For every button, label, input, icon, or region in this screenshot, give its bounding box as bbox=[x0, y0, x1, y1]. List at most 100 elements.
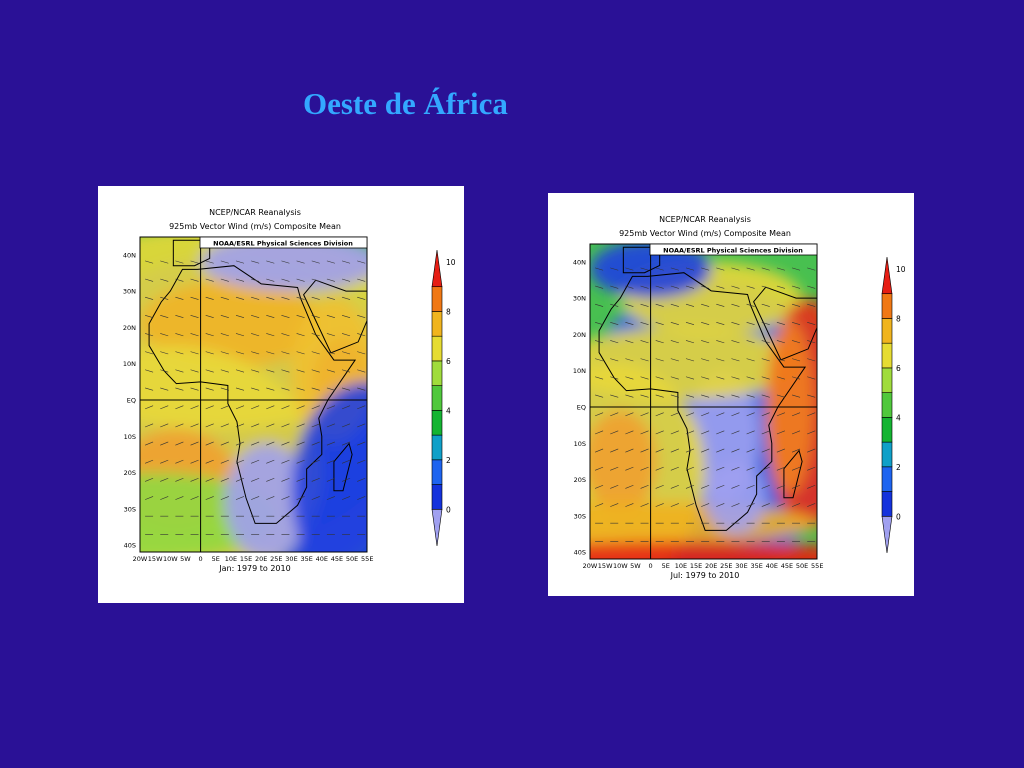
wind-vector bbox=[296, 459, 305, 464]
wind-vector bbox=[685, 412, 695, 417]
wind-vector bbox=[807, 412, 816, 417]
wind-vector bbox=[731, 285, 740, 289]
wind-vector bbox=[685, 358, 695, 362]
wind-vector bbox=[594, 412, 604, 417]
wind-vector bbox=[625, 466, 634, 471]
wind-vector bbox=[311, 333, 320, 337]
wind-vector bbox=[685, 285, 695, 289]
wind-vector bbox=[205, 278, 214, 282]
wind-vector bbox=[190, 387, 199, 391]
wind-vector bbox=[296, 260, 305, 264]
wind-vector bbox=[746, 340, 755, 344]
wind-vector bbox=[625, 448, 634, 453]
longitude-label: 40E bbox=[316, 555, 328, 563]
wind-vector bbox=[640, 448, 649, 453]
colorbar-segment bbox=[881, 441, 893, 468]
wind-vector bbox=[326, 477, 336, 482]
wind-vector bbox=[594, 430, 604, 435]
latitude-label: 30N bbox=[123, 288, 136, 296]
longitude-label: 10W bbox=[163, 555, 178, 563]
wind-vector bbox=[160, 278, 169, 282]
wind-vector bbox=[701, 285, 710, 289]
wind-speed-area bbox=[705, 461, 766, 535]
longitude-label: 40E bbox=[766, 562, 778, 570]
wind-vector bbox=[205, 333, 214, 337]
wind-vector bbox=[791, 484, 801, 489]
wind-vector bbox=[220, 387, 229, 391]
wind-vector bbox=[746, 376, 755, 380]
wind-vector bbox=[595, 285, 604, 289]
wind-field bbox=[140, 237, 367, 552]
wind-vector bbox=[716, 358, 725, 362]
wind-vector bbox=[625, 376, 634, 380]
wind-vector bbox=[281, 405, 290, 410]
wind-vector bbox=[791, 358, 801, 362]
wind-vector bbox=[655, 303, 664, 307]
wind-vector bbox=[716, 376, 725, 380]
colorbar-segment bbox=[881, 417, 893, 443]
wind-vector bbox=[190, 496, 199, 500]
wind-vector bbox=[145, 315, 154, 318]
wind-vector bbox=[251, 296, 260, 300]
wind-vector bbox=[791, 340, 801, 344]
wind-vector bbox=[266, 333, 275, 337]
wind-vector bbox=[144, 459, 154, 464]
wind-vector bbox=[610, 412, 619, 417]
wind-vector bbox=[205, 405, 214, 410]
wind-vector bbox=[175, 423, 184, 428]
wind-vector bbox=[701, 430, 710, 435]
wind-vector bbox=[251, 441, 260, 446]
wind-vector bbox=[610, 448, 619, 453]
wind-vector bbox=[594, 466, 604, 471]
map-panel: NCEP/NCAR Reanalysis 925mb Vector Wind (m… bbox=[98, 186, 464, 603]
wind-vector bbox=[341, 369, 351, 373]
wind-vector bbox=[807, 376, 816, 380]
wind-vector bbox=[685, 376, 695, 380]
wind-vector bbox=[776, 448, 786, 453]
longitude-label: 0 bbox=[199, 555, 203, 563]
wind-vector bbox=[761, 322, 770, 325]
wind-vector bbox=[357, 369, 366, 373]
latitude-label: 20N bbox=[573, 331, 586, 339]
map-header: 925mb Vector Wind (m/s) Composite Mean bbox=[619, 229, 791, 238]
wind-vector bbox=[610, 340, 619, 344]
wind-vector bbox=[655, 448, 664, 453]
wind-vector bbox=[281, 477, 290, 482]
longitude-label: 45E bbox=[331, 555, 343, 563]
wind-vector bbox=[610, 267, 619, 271]
wind-vector bbox=[220, 278, 229, 282]
wind-vector bbox=[190, 477, 199, 482]
wind-vector bbox=[670, 267, 679, 271]
wind-vector bbox=[791, 466, 801, 471]
wind-vector bbox=[670, 484, 679, 489]
longitude-label: 5W bbox=[630, 562, 641, 570]
wind-vector bbox=[640, 322, 649, 325]
wind-vector bbox=[791, 376, 801, 380]
map-header: NCEP/NCAR Reanalysis bbox=[659, 215, 751, 224]
longitude-label: 15E bbox=[690, 562, 702, 570]
wind-vector bbox=[266, 278, 275, 282]
wind-vector bbox=[807, 322, 816, 325]
wind-vector bbox=[670, 412, 679, 417]
wind-vector bbox=[296, 278, 305, 282]
wind-vector bbox=[701, 376, 710, 380]
wind-vector bbox=[281, 260, 290, 264]
wind-vector bbox=[776, 358, 785, 362]
wind-vector bbox=[731, 448, 740, 453]
wind-vector bbox=[716, 430, 725, 435]
wind-vector bbox=[296, 405, 305, 410]
wind-vector bbox=[791, 503, 801, 507]
wind-vector bbox=[731, 376, 740, 380]
latitude-label: 30S bbox=[124, 505, 136, 513]
wind-speed-shading bbox=[590, 244, 817, 559]
wind-vector bbox=[311, 315, 320, 318]
wind-vector bbox=[807, 267, 816, 271]
wind-vector bbox=[807, 340, 816, 344]
wind-vector bbox=[235, 387, 245, 391]
colorbar-segment bbox=[431, 410, 443, 436]
wind-vector bbox=[716, 448, 725, 453]
wind-vector bbox=[311, 260, 320, 264]
wind-vector bbox=[144, 405, 154, 410]
wind-vector bbox=[776, 303, 785, 307]
wind-vector bbox=[296, 477, 305, 482]
